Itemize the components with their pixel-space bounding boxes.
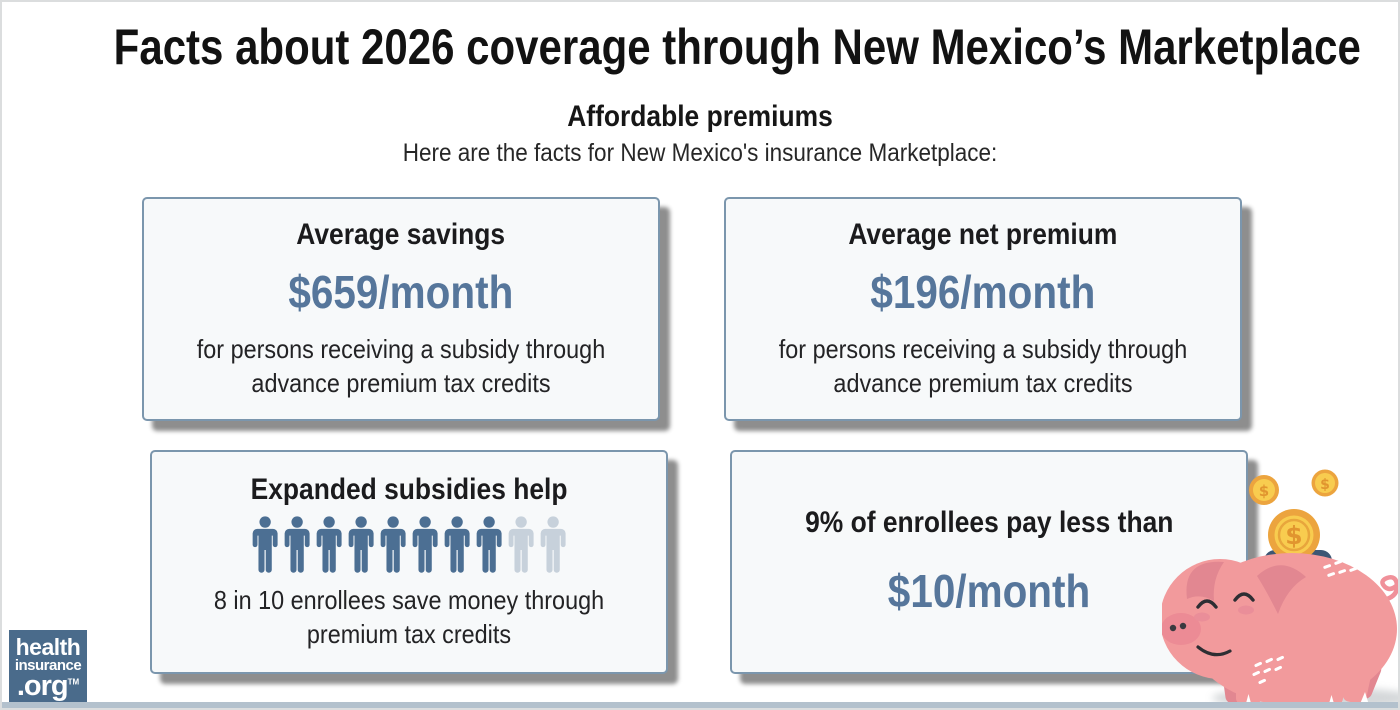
logo-text-insurance: insurance bbox=[14, 657, 82, 675]
card-value: $659/month bbox=[288, 265, 514, 318]
stat-card-pay-less-than: 9% of enrollees pay less than $10/month bbox=[730, 450, 1248, 674]
person-icon bbox=[476, 516, 502, 573]
person-icon bbox=[284, 516, 310, 573]
dollar-coin-icon: $ bbox=[1311, 469, 1339, 497]
piggy-bank-icon: $ $ $ bbox=[1160, 457, 1398, 708]
trademark-mark: TM bbox=[67, 677, 80, 687]
dollar-coin-icon: $ bbox=[1249, 475, 1279, 505]
svg-text:$: $ bbox=[1320, 477, 1330, 493]
card-heading: Average savings bbox=[296, 217, 506, 251]
logo-text-org: .orgTM bbox=[16, 670, 80, 703]
person-icon bbox=[540, 516, 566, 573]
person-icon bbox=[380, 516, 406, 573]
card-description: for persons receiving a subsidy through … bbox=[196, 333, 606, 398]
person-icon bbox=[316, 516, 342, 573]
person-icon bbox=[348, 516, 374, 573]
footer-strip bbox=[2, 702, 1398, 708]
card-value: $196/month bbox=[870, 265, 1096, 318]
card-description: for persons receiving a subsidy through … bbox=[778, 333, 1188, 398]
card-description: 8 in 10 enrollees save money through pre… bbox=[213, 584, 605, 649]
person-icon bbox=[444, 516, 470, 573]
card-heading: Average net premium bbox=[848, 217, 1118, 251]
stat-card-average-net-premium: Average net premium $196/month for perso… bbox=[724, 197, 1242, 421]
person-icon bbox=[252, 516, 278, 573]
card-value: $10/month bbox=[887, 565, 1091, 617]
logo-text-health: health bbox=[15, 634, 81, 661]
card-heading: 9% of enrollees pay less than bbox=[804, 506, 1174, 539]
section-subtitle: Affordable premiums bbox=[567, 100, 833, 133]
intro-text: Here are the facts for New Mexico's insu… bbox=[402, 139, 998, 167]
page-title: Facts about 2026 coverage through New Me… bbox=[113, 19, 1361, 75]
person-icon bbox=[508, 516, 534, 573]
svg-text:$: $ bbox=[1285, 521, 1302, 550]
card-heading: Expanded subsidies help bbox=[250, 472, 568, 506]
stat-card-average-savings: Average savings $659/month for persons r… bbox=[142, 197, 660, 421]
person-icon bbox=[412, 516, 438, 573]
stat-card-expanded-subsidies: Expanded subsidies help 8 in 10 enrollee… bbox=[150, 450, 668, 674]
svg-text:$: $ bbox=[1259, 482, 1269, 500]
dollar-coin-icon: $ bbox=[1268, 509, 1320, 561]
healthinsurance-org-logo: health insurance .orgTM bbox=[9, 630, 87, 706]
people-pictograph bbox=[251, 515, 568, 575]
